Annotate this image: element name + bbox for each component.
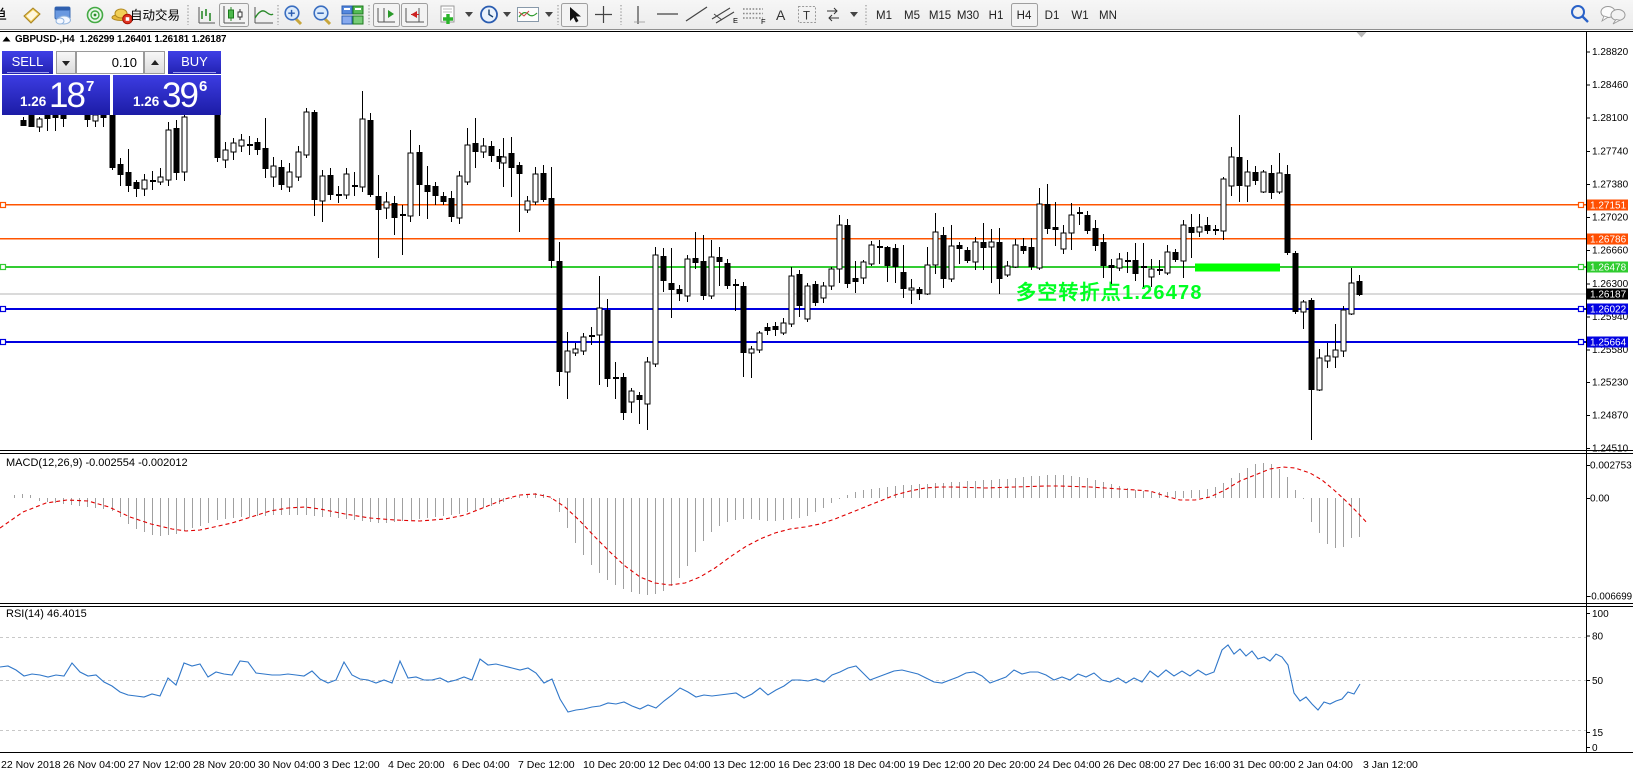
svg-text:1.28460: 1.28460 xyxy=(1592,80,1629,91)
svg-text:27 Nov 12:00: 27 Nov 12:00 xyxy=(128,759,191,771)
svg-text:1.25940: 1.25940 xyxy=(1592,312,1629,323)
svg-text:1.24870: 1.24870 xyxy=(1592,410,1629,421)
svg-text:1.24510: 1.24510 xyxy=(1592,444,1629,455)
svg-text:1.26660: 1.26660 xyxy=(1592,246,1629,257)
svg-text:1.25664: 1.25664 xyxy=(1590,338,1627,349)
svg-text:3 Dec 12:00: 3 Dec 12:00 xyxy=(323,759,380,771)
svg-text:W1: W1 xyxy=(1071,10,1088,22)
svg-text:1.27740: 1.27740 xyxy=(1592,146,1629,157)
svg-text:26 Nov 04:00: 26 Nov 04:00 xyxy=(63,759,126,771)
svg-text:80: 80 xyxy=(1592,632,1604,643)
svg-text:18 Dec 04:00: 18 Dec 04:00 xyxy=(843,759,906,771)
svg-text:12 Dec 04:00: 12 Dec 04:00 xyxy=(648,759,711,771)
svg-text:7 Dec 12:00: 7 Dec 12:00 xyxy=(518,759,575,771)
svg-text:自动交易: 自动交易 xyxy=(130,8,180,23)
svg-text:6 Dec 04:00: 6 Dec 04:00 xyxy=(453,759,510,771)
svg-text:MACD(12,26,9) -0.002554 -0.002: MACD(12,26,9) -0.002554 -0.002012 xyxy=(6,457,188,469)
svg-text:1.27151: 1.27151 xyxy=(1590,201,1627,212)
svg-text:E: E xyxy=(733,16,738,25)
svg-text:−: − xyxy=(317,6,325,21)
svg-text:24 Dec 04:00: 24 Dec 04:00 xyxy=(1038,759,1101,771)
svg-text:16 Dec 23:00: 16 Dec 23:00 xyxy=(778,759,841,771)
svg-text:M15: M15 xyxy=(929,10,951,22)
svg-text:2 Jan 04:00: 2 Jan 04:00 xyxy=(1298,759,1353,771)
svg-text:31 Dec 00:00: 31 Dec 00:00 xyxy=(1233,759,1296,771)
svg-text:13 Dec 12:00: 13 Dec 12:00 xyxy=(713,759,776,771)
svg-text:19 Dec 12:00: 19 Dec 12:00 xyxy=(908,759,971,771)
svg-text:多空转折点1.26478: 多空转折点1.26478 xyxy=(1016,280,1203,304)
svg-text:20 Dec 20:00: 20 Dec 20:00 xyxy=(973,759,1036,771)
svg-text:0.00: 0.00 xyxy=(1590,494,1610,505)
svg-text:0: 0 xyxy=(1592,743,1598,754)
svg-text:30 Nov 04:00: 30 Nov 04:00 xyxy=(258,759,321,771)
svg-text:1.27380: 1.27380 xyxy=(1592,180,1629,191)
svg-text:F: F xyxy=(761,17,766,26)
svg-text:RSI(14) 46.4015: RSI(14) 46.4015 xyxy=(6,608,87,620)
svg-text:A: A xyxy=(776,7,786,23)
svg-text:26 Dec 08:00: 26 Dec 08:00 xyxy=(1103,759,1166,771)
svg-text:1.28820: 1.28820 xyxy=(1592,47,1629,58)
svg-text:单: 单 xyxy=(0,7,7,25)
svg-text:GBPUSD-,H4 1.26299 1.26401 1.: GBPUSD-,H4 1.26299 1.26401 1.26181 1.261… xyxy=(15,34,227,45)
svg-text:1.26478: 1.26478 xyxy=(1590,263,1627,274)
svg-text:1.26786: 1.26786 xyxy=(1590,235,1627,246)
svg-text:T: T xyxy=(803,11,810,23)
svg-text:15: 15 xyxy=(1592,728,1604,739)
svg-text:M5: M5 xyxy=(904,10,920,22)
svg-text:22 Nov 2018: 22 Nov 2018 xyxy=(1,759,61,771)
svg-text:+: + xyxy=(288,6,296,21)
svg-text:28 Nov 20:00: 28 Nov 20:00 xyxy=(193,759,256,771)
svg-text:M30: M30 xyxy=(957,10,979,22)
svg-text:4 Dec 20:00: 4 Dec 20:00 xyxy=(388,759,445,771)
svg-text:H4: H4 xyxy=(1017,10,1032,22)
svg-text:27 Dec 16:00: 27 Dec 16:00 xyxy=(1168,759,1231,771)
svg-text:1.27020: 1.27020 xyxy=(1592,213,1629,224)
svg-text:50: 50 xyxy=(1592,676,1604,687)
svg-text:1.26022: 1.26022 xyxy=(1590,305,1627,316)
svg-text:M1: M1 xyxy=(876,10,892,22)
svg-text:10 Dec 20:00: 10 Dec 20:00 xyxy=(583,759,646,771)
svg-text:0.002753: 0.002753 xyxy=(1590,461,1632,472)
svg-text:1.28100: 1.28100 xyxy=(1592,113,1629,124)
svg-text:1.25580: 1.25580 xyxy=(1592,345,1629,356)
svg-text:-0.006699: -0.006699 xyxy=(1588,592,1632,603)
svg-text:1.26300: 1.26300 xyxy=(1592,279,1629,290)
svg-text:3 Jan 12:00: 3 Jan 12:00 xyxy=(1363,759,1418,771)
svg-text:H1: H1 xyxy=(989,10,1004,22)
svg-text:1.26187: 1.26187 xyxy=(1590,290,1627,301)
svg-text:1.25230: 1.25230 xyxy=(1592,377,1629,388)
svg-text:100: 100 xyxy=(1592,609,1609,620)
svg-text:MN: MN xyxy=(1099,10,1117,22)
svg-text:D1: D1 xyxy=(1045,10,1060,22)
